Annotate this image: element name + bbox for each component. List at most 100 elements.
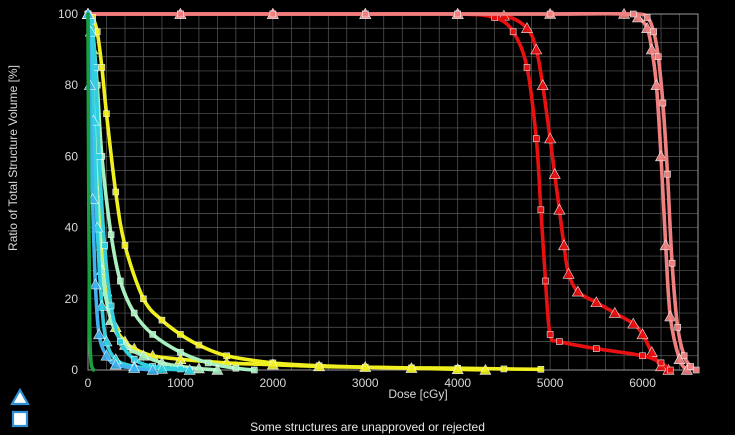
data-point-square [532,135,540,142]
data-point-square [687,363,694,370]
series-line [86,12,155,372]
x-tick-label: 5000 [537,376,564,390]
legend-item-3d-crt: 3D-CRT [10,410,87,428]
series-line [86,12,671,372]
series-line [86,11,698,372]
data-point-square [98,64,106,71]
data-point-triangle [359,361,372,372]
data-point-square [500,365,508,373]
data-point-triangle [664,310,677,322]
legend-label-sib-imrt: SIB-IMRT [40,389,101,404]
grid [87,13,699,371]
data-point-triangle [521,22,534,33]
series-layer [81,7,700,375]
data-point-square [556,338,563,345]
data-point-square [454,10,461,18]
data-point-square [630,10,637,18]
data-point-triangle [155,362,168,374]
data-point-triangle [536,79,549,90]
data-point-square [177,348,184,356]
data-point-triangle [146,363,159,375]
data-point-square [149,331,156,338]
series-4 [84,10,545,373]
data-point-square [654,53,662,61]
data-point-square [107,302,115,310]
x-axis-label: Dose [cGy] [388,387,447,401]
plot-frame [87,13,699,371]
data-point-square [95,153,103,160]
series-line [86,11,673,372]
data-point-square [117,277,124,285]
data-point-triangle [211,363,224,375]
data-point-triangle [100,349,113,361]
y-tick-label: 100 [58,7,78,21]
data-point-triangle [650,79,663,90]
data-point-triangle [655,150,668,162]
data-point-triangle [100,335,113,347]
data-point-square [680,352,688,360]
series-line [86,11,689,372]
data-point-triangle [557,239,570,251]
data-point-square [639,352,646,360]
data-point-triangle [109,358,122,370]
data-point-triangle [313,360,326,372]
data-point-triangle [544,132,557,144]
x-tick-label: 6000 [629,376,656,390]
data-point-triangle [571,285,584,297]
data-point-square [107,231,115,239]
data-point-square [158,316,166,324]
y-tick-label: 40 [65,221,79,235]
data-point-triangle [192,362,205,374]
x-tick-label: 0 [85,376,92,390]
data-point-square [232,364,240,372]
data-point-square [112,188,120,196]
data-point-square [195,341,203,349]
data-point-square [117,338,124,345]
series-3 [84,10,700,374]
data-point-square [130,309,138,317]
data-point-triangle [562,267,575,279]
series-line [86,12,488,372]
series-11 [86,12,96,372]
data-point-triangle [530,43,543,55]
data-point-square [546,331,554,338]
data-point-square [121,242,129,249]
data-point-square [523,64,531,71]
data-point-triangle [636,328,649,340]
data-point-square [140,295,147,303]
data-point-square [177,331,184,338]
data-point-square [593,345,600,352]
legend-label-3d-crt: 3D-CRT [40,411,88,426]
y-tick-label: 20 [65,292,79,306]
data-point-square [657,359,665,367]
data-point-triangle [93,328,106,340]
series-line [86,12,220,372]
data-point-square [542,277,549,285]
data-point-triangle [641,22,654,33]
x-tick-label: 3000 [352,376,379,390]
data-point-triangle [451,363,464,374]
data-point-square [668,259,676,267]
data-point-triangle [405,362,418,373]
data-point-square [664,170,671,178]
data-point-triangle [627,317,640,329]
data-point-triangle [608,306,621,318]
data-point-triangle [266,358,279,370]
series-line [86,12,96,372]
y-axis-label: Ratio of Total Structure Volume [%] [6,65,20,251]
data-point-square [692,366,700,374]
data-point-triangle [128,362,141,373]
data-point-triangle [89,278,102,290]
data-point-square [674,323,681,331]
data-point-square [251,366,258,374]
legend-item-sib-imrt: SIB-IMRT [10,388,100,406]
y-tick-label: 80 [65,78,79,92]
data-point-triangle [590,296,603,308]
square-icon [11,410,29,428]
data-point-square [643,14,651,21]
tick-labels: 0 1000 2000 3000 4000 5000 6000 0 20 40 60 80 100 [58,7,656,390]
data-point-square [204,359,212,367]
